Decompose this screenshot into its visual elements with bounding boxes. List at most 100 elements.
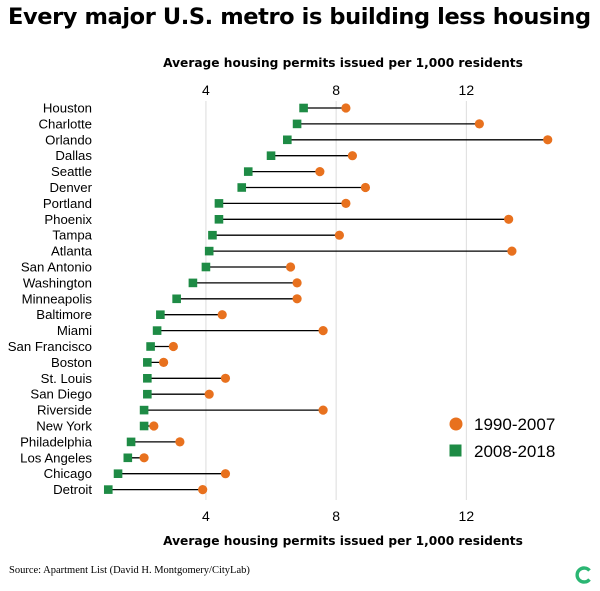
city-label-los-angeles: Los Angeles	[20, 450, 92, 465]
point-2008-2018-st-louis	[143, 374, 152, 383]
row-philadelphia: Philadelphia	[20, 434, 185, 449]
point-1990-2007-detroit	[198, 485, 208, 495]
city-label-detroit: Detroit	[53, 482, 92, 497]
point-1990-2007-charlotte	[474, 119, 484, 129]
point-2008-2018-chicago	[113, 469, 123, 478]
point-2008-2018-miami	[152, 326, 162, 335]
chart-rows: HoustonCharlotteOrlandoDallasSeattleDenv…	[8, 101, 553, 497]
point-1990-2007-portland	[341, 198, 351, 208]
point-1990-2007-san-francisco	[168, 341, 178, 352]
row-denver: Denver	[49, 180, 371, 195]
point-2008-2018-detroit	[103, 485, 113, 494]
city-label-atlanta: Atlanta	[51, 244, 93, 259]
point-1990-2007-philadelphia	[175, 437, 185, 447]
grid-layer	[205, 101, 467, 500]
legend: 1990-2007 2008-2018	[449, 415, 555, 461]
legend-label-2008-2018: 2008-2018	[474, 442, 555, 461]
row-chicago: Chicago	[44, 466, 231, 481]
row-tampa: Tampa	[52, 228, 344, 243]
row-dallas: Dallas	[55, 148, 358, 163]
point-1990-2007-san-antonio	[285, 262, 296, 272]
city-label-philadelphia: Philadelphia	[20, 434, 93, 449]
bottom-tick-4: 4	[202, 508, 210, 524]
legend-marker-2008-2018	[449, 444, 462, 457]
point-2008-2018-washington	[188, 278, 198, 288]
point-1990-2007-atlanta	[507, 246, 517, 256]
point-1990-2007-san-diego	[204, 389, 214, 399]
legend-label-1990-2007: 1990-2007	[474, 415, 555, 434]
bottom-tick-12: 12	[459, 508, 475, 524]
city-label-portland: Portland	[43, 196, 92, 211]
row-washington: Washington	[23, 275, 302, 290]
row-new-york: New York	[36, 419, 159, 434]
row-atlanta: Atlanta	[51, 244, 517, 259]
bottom-tick-8: 8	[332, 508, 340, 524]
point-2008-2018-tampa	[208, 230, 217, 240]
point-2008-2018-philadelphia	[126, 437, 136, 447]
row-orlando: Orlando	[45, 132, 553, 147]
row-houston: Houston	[43, 101, 351, 116]
point-1990-2007-boston	[159, 357, 169, 367]
point-1990-2007-riverside	[318, 405, 328, 415]
chart-title: Every major U.S. metro is building less …	[8, 4, 591, 30]
point-2008-2018-baltimore	[156, 310, 165, 319]
row-seattle: Seattle	[51, 164, 325, 179]
city-label-san-diego: San Diego	[30, 387, 92, 402]
row-detroit: Detroit	[53, 482, 208, 497]
city-label-tampa: Tampa	[52, 228, 92, 243]
city-label-boston: Boston	[51, 355, 92, 370]
point-2008-2018-orlando	[283, 135, 292, 145]
city-label-san-francisco: San Francisco	[8, 339, 92, 354]
point-2008-2018-san-diego	[143, 389, 152, 399]
point-2008-2018-los-angeles	[123, 453, 133, 463]
row-san-diego: San Diego	[30, 387, 214, 402]
row-charlotte: Charlotte	[38, 116, 484, 131]
point-1990-2007-new-york	[149, 421, 159, 431]
city-label-phoenix: Phoenix	[44, 212, 92, 227]
point-1990-2007-chicago	[220, 469, 231, 479]
point-1990-2007-st-louis	[220, 373, 231, 383]
row-st-louis: St. Louis	[41, 371, 231, 386]
city-label-houston: Houston	[43, 101, 92, 116]
point-1990-2007-baltimore	[217, 310, 227, 320]
point-2008-2018-portland	[214, 199, 224, 208]
source-note: Source: Apartment List (David H. Montgom…	[9, 565, 250, 576]
legend-marker-1990-2007	[449, 417, 463, 431]
city-label-new-york: New York	[36, 419, 92, 434]
bottom-tick-labels: 4 8 12	[202, 508, 474, 524]
city-label-seattle: Seattle	[51, 164, 92, 179]
city-label-charlotte: Charlotte	[38, 116, 92, 131]
point-1990-2007-houston	[341, 103, 351, 113]
row-miami: Miami	[57, 323, 328, 338]
row-minneapolis: Minneapolis	[22, 291, 302, 306]
point-2008-2018-san-antonio	[201, 262, 211, 272]
row-riverside: Riverside	[37, 403, 328, 418]
point-2008-2018-san-francisco	[146, 342, 155, 351]
point-2008-2018-new-york	[139, 421, 149, 431]
point-1990-2007-los-angeles	[139, 453, 149, 463]
point-1990-2007-seattle	[315, 167, 325, 177]
point-2008-2018-seattle	[243, 167, 253, 176]
point-1990-2007-miami	[318, 326, 328, 336]
city-label-miami: Miami	[57, 323, 92, 338]
point-2008-2018-minneapolis	[172, 294, 181, 304]
city-label-orlando: Orlando	[45, 132, 92, 147]
row-phoenix: Phoenix	[44, 212, 514, 227]
row-san-antonio: San Antonio	[21, 260, 296, 275]
top-tick-4: 4	[202, 82, 210, 98]
row-baltimore: Baltimore	[36, 307, 227, 322]
point-1990-2007-denver	[360, 182, 371, 193]
top-tick-8: 8	[332, 82, 340, 98]
city-label-chicago: Chicago	[44, 466, 92, 481]
point-2008-2018-charlotte	[292, 119, 302, 129]
row-boston: Boston	[51, 355, 169, 370]
point-2008-2018-boston	[143, 358, 152, 367]
city-label-san-antonio: San Antonio	[21, 260, 92, 275]
point-1990-2007-minneapolis	[292, 294, 302, 304]
city-label-st-louis: St. Louis	[41, 371, 93, 386]
point-2008-2018-houston	[299, 103, 308, 113]
point-1990-2007-washington	[292, 278, 302, 288]
point-2008-2018-denver	[237, 183, 247, 192]
x-axis-title-top: Average housing permits issued per 1,000…	[163, 56, 523, 70]
